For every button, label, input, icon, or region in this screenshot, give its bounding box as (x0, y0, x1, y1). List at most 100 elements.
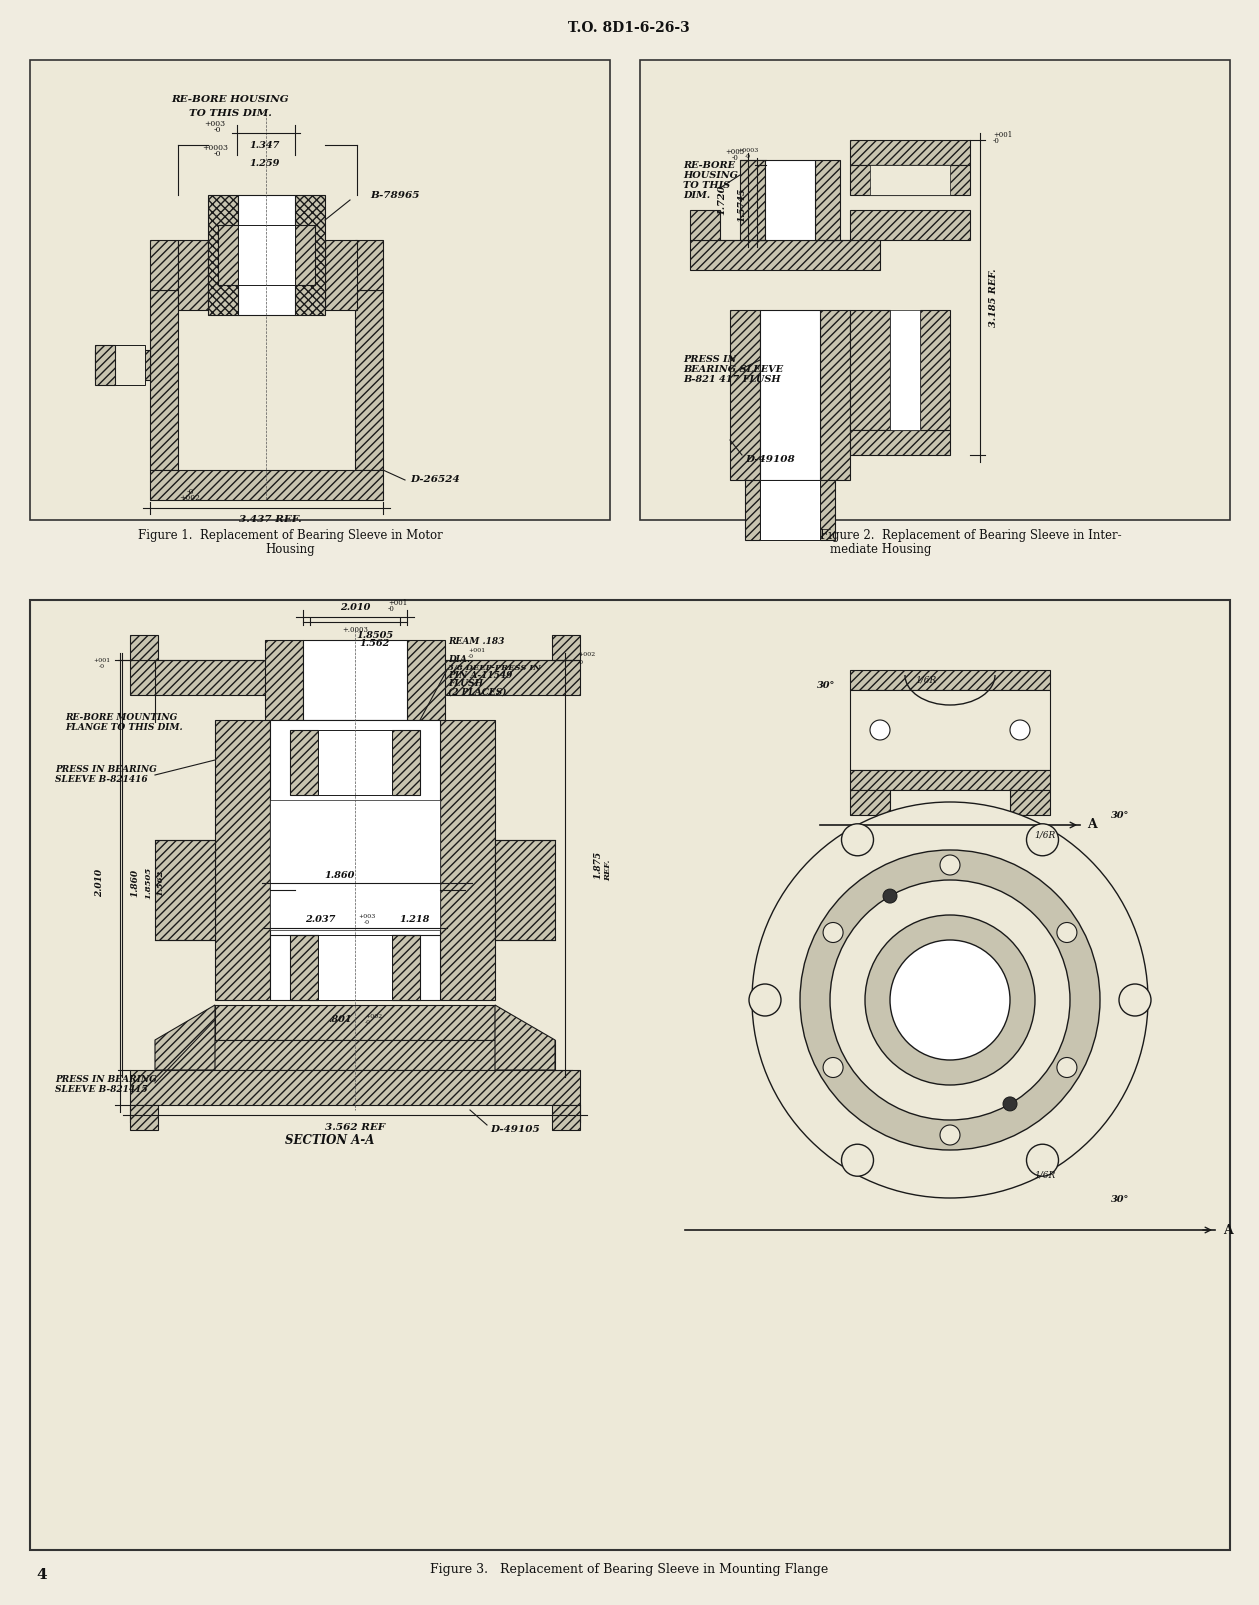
Circle shape (830, 880, 1070, 1120)
Bar (850, 140, 969, 165)
Bar (551, 1104, 580, 1130)
Bar (130, 1104, 157, 1130)
Bar (820, 480, 835, 539)
Text: +.0003: +.0003 (342, 626, 368, 634)
Bar (295, 225, 315, 286)
Text: 4: 4 (37, 1568, 48, 1583)
Text: (2 PLACES): (2 PLACES) (448, 687, 506, 697)
Circle shape (1026, 1144, 1059, 1176)
Bar (290, 730, 319, 794)
Bar (303, 640, 407, 721)
Text: +002: +002 (365, 1013, 383, 1019)
Bar (264, 640, 303, 721)
Text: Figure 1.  Replacement of Bearing Sleeve in Motor: Figure 1. Replacement of Bearing Sleeve … (137, 530, 442, 542)
Bar (392, 936, 421, 1000)
Text: +0003: +0003 (738, 148, 759, 152)
Text: A: A (1087, 819, 1097, 831)
Text: D-49105: D-49105 (490, 1125, 540, 1135)
Bar (150, 470, 383, 501)
Text: 3.437 REF.: 3.437 REF. (239, 515, 301, 525)
Bar (551, 636, 580, 660)
Text: DIM.: DIM. (682, 191, 710, 199)
Text: .801: .801 (329, 1016, 351, 1024)
Circle shape (823, 923, 844, 942)
Circle shape (1056, 923, 1076, 942)
Bar (94, 345, 115, 385)
Bar (850, 210, 969, 241)
Text: DIA.: DIA. (448, 655, 470, 664)
Bar (30, 59, 611, 520)
Text: +003: +003 (725, 148, 744, 156)
Text: TO THIS DIM.: TO THIS DIM. (189, 109, 272, 117)
Text: +002: +002 (180, 494, 200, 502)
Text: 1.259: 1.259 (249, 159, 281, 167)
Text: Figure 2.  Replacement of Bearing Sleeve in Inter-: Figure 2. Replacement of Bearing Sleeve … (820, 530, 1122, 542)
Bar (392, 730, 421, 794)
Text: 1.562: 1.562 (156, 870, 164, 896)
Text: -0: -0 (365, 1021, 371, 1026)
Text: +0003: +0003 (201, 144, 228, 152)
Bar (290, 936, 319, 1000)
Text: 1.218: 1.218 (400, 915, 431, 924)
Circle shape (749, 984, 781, 1016)
Circle shape (1119, 984, 1151, 1016)
Bar (920, 310, 951, 430)
Bar (760, 480, 820, 539)
Circle shape (890, 941, 1010, 1059)
Bar (640, 59, 1230, 520)
Text: 1/6R: 1/6R (1035, 1170, 1055, 1180)
Text: BEARING SLEEVE: BEARING SLEEVE (682, 366, 783, 374)
Text: +001: +001 (468, 647, 485, 653)
Bar (178, 241, 208, 310)
Circle shape (865, 915, 1035, 1085)
Text: 1.562: 1.562 (360, 639, 390, 647)
Bar (150, 241, 178, 291)
Text: Housing: Housing (266, 542, 315, 555)
Circle shape (799, 851, 1100, 1151)
Bar (870, 165, 951, 194)
Text: D-26524: D-26524 (410, 475, 460, 485)
Bar (730, 310, 760, 480)
Bar (319, 730, 392, 794)
Bar (690, 241, 880, 270)
Text: RE-BORE: RE-BORE (682, 160, 735, 170)
Bar (295, 194, 325, 315)
Bar (130, 636, 157, 660)
Text: PRESS IN BEARING: PRESS IN BEARING (55, 766, 157, 775)
Bar (215, 721, 269, 1000)
Text: PIN A-11549: PIN A-11549 (448, 671, 512, 681)
Bar (850, 690, 1050, 770)
Text: -0: -0 (745, 154, 752, 159)
Bar (850, 770, 1050, 790)
Text: 2.010: 2.010 (96, 868, 104, 897)
Text: -0: -0 (388, 605, 395, 613)
Text: A: A (1224, 1223, 1233, 1236)
Bar (30, 600, 1230, 1550)
Text: 3.185 REF.: 3.185 REF. (990, 268, 998, 327)
Text: -0: -0 (731, 154, 739, 162)
Bar (495, 839, 555, 941)
Bar (355, 291, 383, 470)
Bar (850, 430, 951, 454)
Text: RE-BORE HOUSING: RE-BORE HOUSING (171, 96, 288, 104)
Circle shape (1003, 1096, 1017, 1111)
Bar (765, 160, 815, 241)
Text: mediate Housing: mediate Housing (830, 542, 932, 555)
Bar (1010, 790, 1050, 815)
Bar (155, 1040, 555, 1071)
Text: 30°: 30° (817, 681, 835, 690)
Bar (407, 640, 444, 721)
Text: 1/6R: 1/6R (1035, 830, 1055, 839)
Text: -0: -0 (993, 136, 1000, 144)
Text: -0: -0 (213, 149, 220, 157)
Text: PRESS IN: PRESS IN (682, 355, 737, 364)
Bar (215, 1005, 495, 1040)
Text: TO THIS: TO THIS (682, 180, 730, 189)
Text: -0: -0 (468, 655, 475, 660)
Bar (850, 669, 1050, 690)
Bar (130, 660, 580, 695)
Bar (740, 160, 765, 241)
Bar (269, 799, 439, 929)
Polygon shape (495, 1005, 555, 1071)
Bar (94, 350, 150, 380)
